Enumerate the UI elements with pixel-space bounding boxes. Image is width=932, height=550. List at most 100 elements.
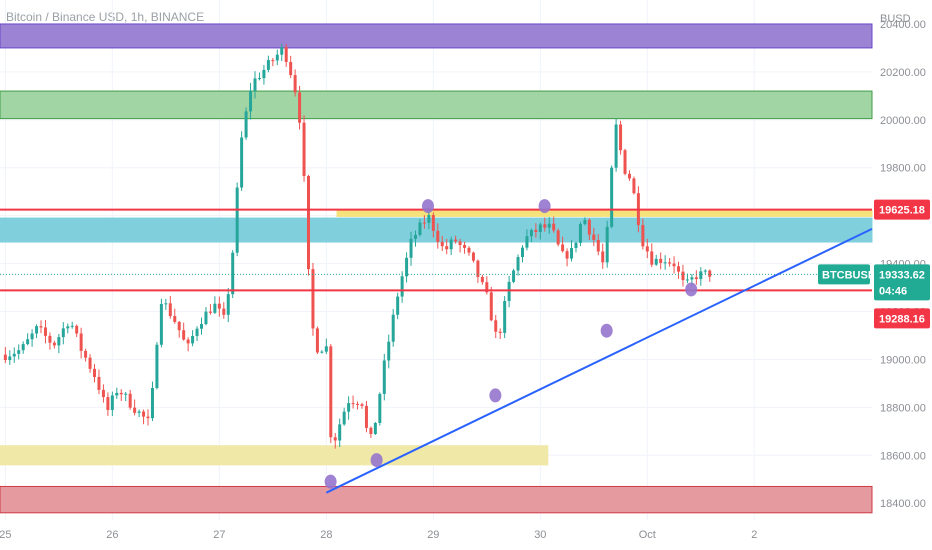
candle-body xyxy=(360,404,364,406)
candle-body xyxy=(146,416,150,419)
candle-body xyxy=(578,224,582,243)
candle-body xyxy=(26,339,30,345)
candle-body xyxy=(235,187,239,253)
candle-body xyxy=(208,311,212,313)
candle-body xyxy=(396,296,400,315)
candle-body xyxy=(342,411,346,425)
candle-body xyxy=(391,314,395,342)
candle-body xyxy=(168,303,172,317)
y-tick-label: 18800.00 xyxy=(880,402,926,414)
candle-body xyxy=(650,251,654,265)
candle-body xyxy=(405,257,409,277)
candle-body xyxy=(240,137,244,188)
candle-body xyxy=(431,215,435,231)
candle-body xyxy=(534,229,538,232)
candle-body xyxy=(306,175,310,270)
candle-body xyxy=(52,342,56,346)
candle-body xyxy=(503,301,507,333)
touch-marker xyxy=(324,474,337,489)
candle-body xyxy=(275,54,279,61)
last-price-badge xyxy=(874,264,930,301)
candle-body xyxy=(627,173,631,179)
candle-body xyxy=(351,403,355,405)
candle-body xyxy=(512,270,516,282)
candle-body xyxy=(476,260,480,277)
candle-body xyxy=(204,311,208,325)
candle-body xyxy=(356,403,360,405)
candle-body xyxy=(231,252,235,295)
candle-body xyxy=(311,269,315,329)
candle-body xyxy=(525,236,529,248)
candle-body xyxy=(601,251,605,263)
candle-body xyxy=(378,393,382,423)
candle-body xyxy=(324,346,328,352)
candle-body xyxy=(659,258,663,263)
candle-body xyxy=(596,239,600,252)
candle-body xyxy=(418,222,422,235)
candle-body xyxy=(133,407,137,413)
countdown-label: 04:46 xyxy=(879,285,907,297)
time-axis[interactable]: 25 26 27 28 29 30 Oct 2 xyxy=(0,529,757,541)
candle-body xyxy=(663,262,667,264)
candle-body xyxy=(654,258,658,265)
candle-body xyxy=(552,223,556,231)
candle-body xyxy=(79,333,83,351)
candle-body xyxy=(66,326,70,329)
candle-body xyxy=(387,341,391,361)
candle-body xyxy=(195,328,199,336)
candle-body xyxy=(677,266,681,272)
price-axis[interactable]: BUSD 20400.00 20200.00 20000.00 19800.00 196… xyxy=(880,13,926,510)
touch-marker xyxy=(600,323,613,338)
x-tick-label: 27 xyxy=(213,529,225,541)
candle-body xyxy=(583,219,587,225)
candle-body xyxy=(8,356,12,361)
candle-body xyxy=(17,350,21,354)
candle-body xyxy=(458,241,462,246)
candle-body xyxy=(409,238,413,258)
candle-body xyxy=(614,124,618,168)
candle-body xyxy=(485,282,489,293)
candle-body xyxy=(672,263,676,267)
candle-body xyxy=(632,178,636,194)
price-badges: 19625.18 BTCBUSD 19333.62 04:46 19288.16 xyxy=(818,199,930,329)
candle-body xyxy=(338,424,342,441)
candle-body xyxy=(128,393,132,408)
candle-body xyxy=(159,303,163,345)
candle-body xyxy=(471,252,475,261)
touch-marker xyxy=(685,282,698,297)
candle-body xyxy=(35,326,39,334)
price-zones xyxy=(0,23,873,514)
candle-body xyxy=(507,281,511,302)
candle-body xyxy=(427,215,431,223)
candle-body xyxy=(43,327,47,336)
candle-body xyxy=(347,403,351,412)
grid xyxy=(0,0,872,520)
last-price-label: 19333.62 xyxy=(879,269,925,281)
candle-body xyxy=(382,360,386,394)
candle-body xyxy=(226,294,230,315)
candle-body xyxy=(70,325,74,327)
x-tick-label: 26 xyxy=(106,529,118,541)
candle-body xyxy=(565,251,569,259)
trendline xyxy=(325,227,873,494)
candle-body xyxy=(315,328,319,353)
candle-body xyxy=(88,357,92,369)
candle-body xyxy=(298,92,302,123)
candle-body xyxy=(12,353,16,357)
candle-body xyxy=(110,395,114,410)
candle-body xyxy=(213,303,217,313)
candle-body xyxy=(494,320,498,332)
price-zone xyxy=(0,23,873,49)
candle-body xyxy=(200,324,204,329)
candle-body xyxy=(440,241,444,247)
y-tick-label: 20000.00 xyxy=(880,115,926,127)
x-tick-label: 29 xyxy=(427,529,439,541)
candle-body xyxy=(645,246,649,252)
annotations xyxy=(0,199,873,494)
x-tick-label: 2 xyxy=(751,529,757,541)
candle-body xyxy=(186,339,190,344)
candle-body xyxy=(84,350,88,358)
candle-body xyxy=(182,330,186,340)
candle-body xyxy=(619,124,623,151)
